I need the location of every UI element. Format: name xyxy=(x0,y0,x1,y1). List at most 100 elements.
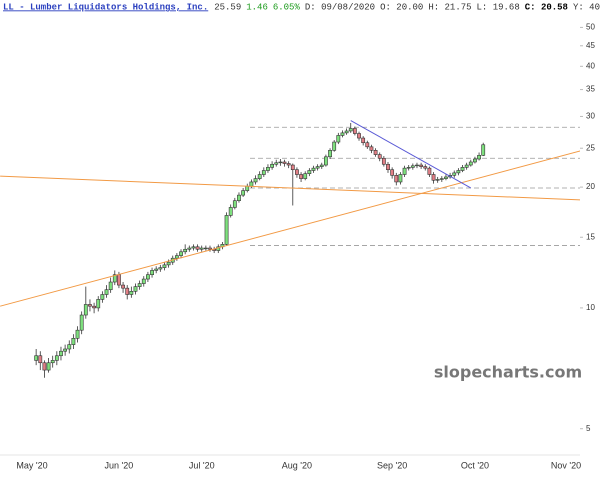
x-tick-label: Oct '20 xyxy=(461,460,489,470)
candle-body xyxy=(150,270,154,275)
x-tick-label: Aug '20 xyxy=(282,460,312,470)
candle-body xyxy=(100,294,105,300)
candle-body xyxy=(377,154,382,159)
candle-body xyxy=(245,185,250,191)
header-field: Y: 40.20 xyxy=(573,2,601,12)
candle-body xyxy=(282,161,287,164)
candle-body xyxy=(162,264,167,268)
candle-body xyxy=(270,163,274,168)
trend-line xyxy=(0,175,580,201)
candle-body xyxy=(249,181,254,187)
candle-body xyxy=(352,128,357,134)
candle-body xyxy=(415,164,419,167)
plot-area xyxy=(0,120,580,378)
candle-body xyxy=(108,281,113,291)
y-tick-label: 15 xyxy=(586,232,595,241)
y-tick-label: 5 xyxy=(586,424,591,433)
candle-body xyxy=(477,155,481,160)
y-tick-label: 25 xyxy=(586,143,595,152)
header-field: 6.05% xyxy=(273,2,301,12)
candle-body xyxy=(158,267,163,270)
candle-body xyxy=(141,278,146,284)
candle-body xyxy=(121,284,125,289)
candle-body xyxy=(117,274,121,286)
candle-body xyxy=(473,158,477,163)
candle-body xyxy=(373,150,378,155)
candle-body xyxy=(319,164,324,167)
candle-body xyxy=(311,167,316,171)
header-field: H: 21.75 xyxy=(428,2,471,12)
candle-body xyxy=(133,286,138,292)
candle-body xyxy=(390,169,395,176)
candle-body xyxy=(137,283,142,287)
candle-body xyxy=(67,344,72,350)
candle-body xyxy=(435,179,440,181)
y-tick-label: 35 xyxy=(586,85,595,94)
candle-body xyxy=(328,150,332,158)
candle-body xyxy=(402,167,407,175)
candle-body xyxy=(59,350,63,357)
candle-body xyxy=(203,247,208,250)
candle-body xyxy=(332,141,337,151)
candle-body xyxy=(174,255,179,259)
candle-body xyxy=(71,337,76,345)
candle-body xyxy=(146,274,150,280)
candle-body xyxy=(344,130,349,134)
candle-body xyxy=(481,144,486,156)
candle-body xyxy=(104,289,109,295)
candle-body xyxy=(199,247,204,250)
candle-body xyxy=(79,314,84,331)
candle-body xyxy=(54,355,59,361)
candle-body xyxy=(324,156,328,166)
candle-body xyxy=(307,170,312,174)
candle-body xyxy=(208,247,212,250)
candle-body xyxy=(129,290,134,295)
candle-body xyxy=(38,355,43,364)
candle-body xyxy=(50,360,55,364)
y-tick-label: 20 xyxy=(586,182,595,191)
candle-body xyxy=(237,194,241,201)
candle-body xyxy=(75,329,80,339)
candle-body xyxy=(299,174,303,179)
watermark: slopecharts.com xyxy=(434,363,582,382)
header: LL - Lumber Liquidators Holdings, Inc. 2… xyxy=(3,2,601,12)
candle-body xyxy=(369,146,374,151)
candle-body xyxy=(340,132,345,136)
candle-body xyxy=(361,137,366,144)
candle-body xyxy=(357,133,361,139)
candle-body xyxy=(381,157,386,165)
candle-body xyxy=(154,268,159,271)
candle-body xyxy=(183,248,188,253)
candle-body xyxy=(46,362,51,371)
header-field: 1.46 xyxy=(246,2,268,12)
candle-body xyxy=(406,167,411,169)
ticker-title[interactable]: LL - Lumber Liquidators Holdings, Inc. xyxy=(3,2,208,12)
candle-body xyxy=(274,162,279,165)
trend-line xyxy=(0,150,580,307)
candle-body xyxy=(394,175,399,183)
candle-body xyxy=(410,165,415,168)
candle-body xyxy=(92,305,96,309)
x-tick-label: Sep '20 xyxy=(377,460,407,470)
candle-body xyxy=(34,355,39,361)
candle-body xyxy=(419,164,424,167)
candle-body xyxy=(398,174,403,183)
y-tick-label: 50 xyxy=(586,23,595,32)
x-tick-label: Jun '20 xyxy=(105,460,134,470)
candle-body xyxy=(96,299,101,309)
x-tick-label: May '20 xyxy=(16,460,47,470)
header-field: O: 20.00 xyxy=(380,2,423,12)
candle-body xyxy=(42,362,47,371)
candle-body xyxy=(386,163,390,171)
candle-body xyxy=(365,142,370,148)
candle-body xyxy=(423,166,428,169)
candle-body xyxy=(187,247,192,250)
candle-body xyxy=(266,167,270,171)
y-tick-label: 30 xyxy=(586,112,595,121)
candle-body xyxy=(278,161,283,164)
candle-body xyxy=(112,274,117,283)
candle-body xyxy=(253,178,258,183)
candle-body xyxy=(315,166,320,169)
candle-body xyxy=(166,261,171,266)
